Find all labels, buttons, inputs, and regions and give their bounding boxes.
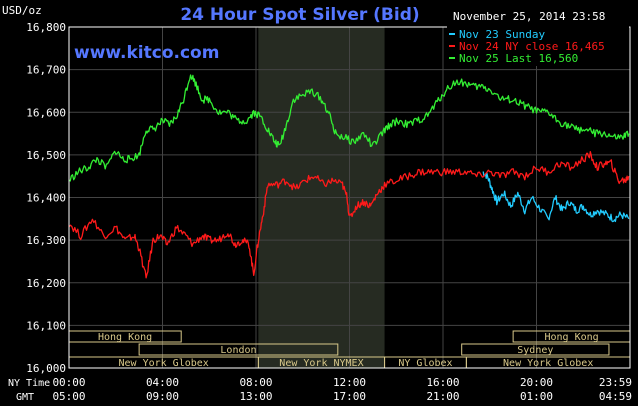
session-label: Sydney xyxy=(517,345,553,356)
y-tick-label: 16,400 xyxy=(26,192,66,205)
x-axis-row-label-ny: NY Time xyxy=(8,378,50,389)
y-tick-label: 16,100 xyxy=(26,319,66,332)
session-box xyxy=(138,343,339,356)
y-tick-label: 16,600 xyxy=(26,106,66,119)
x-tick-label: 04:00 xyxy=(146,376,179,389)
y-tick-label: 16,500 xyxy=(26,149,66,162)
legend-nov24-ny-close: Nov 24 NY close 16,465 xyxy=(459,40,605,53)
plot-frame xyxy=(68,26,631,369)
x-tick-label: 08:00 xyxy=(239,376,272,389)
session-box xyxy=(461,343,610,356)
session-label: London xyxy=(220,345,256,356)
x-tick-label: 20:00 xyxy=(520,376,553,389)
y-tick-label: 16,700 xyxy=(26,64,66,77)
legend-nov25-last: Nov 25 Last 16,560 xyxy=(459,52,578,65)
series-line-1 xyxy=(68,151,630,279)
session-label: New York Globex xyxy=(119,358,209,369)
x-tick-label: 09:00 xyxy=(146,390,179,403)
legend-nov23-sunday: Nov 23 Sunday xyxy=(459,28,545,41)
x-tick-label: 23:59 xyxy=(599,376,632,389)
legend-background xyxy=(447,25,629,66)
series-line-2 xyxy=(68,74,630,182)
session-label: New York Globex xyxy=(503,358,593,369)
y-tick-label: 16,300 xyxy=(26,234,66,247)
price-series xyxy=(68,74,630,279)
y-tick-label: 16,000 xyxy=(26,362,66,375)
session-label: Hong Kong xyxy=(98,332,152,343)
unit-label: USD/oz xyxy=(2,4,42,17)
x-tick-label: 16:00 xyxy=(426,376,459,389)
x-axis-ticks: 00:00 04:00 08:00 12:00 16:00 20:00 23:59 05:00… xyxy=(52,376,632,403)
session-label: NY Globex xyxy=(398,358,452,369)
x-axis-row-label-gmt: GMT xyxy=(16,392,34,403)
legend: Nov 23 Sunday Nov 24 NY close 16,465 Nov… xyxy=(447,25,629,66)
y-axis-ticks: 16,000 16,100 16,200 16,300 16,400 16,500 16,6… xyxy=(26,21,66,375)
kitco-watermark: www.kitco.com xyxy=(74,43,219,63)
timestamp: November 25, 2014 23:58 xyxy=(453,10,605,23)
x-tick-label: 05:00 xyxy=(52,390,85,403)
session-label: New York NYMEX xyxy=(279,358,363,369)
session-label: Hong Kong xyxy=(544,332,598,343)
y-tick-label: 16,200 xyxy=(26,277,66,290)
x-tick-label: 21:00 xyxy=(426,390,459,403)
x-tick-label: 17:00 xyxy=(333,390,366,403)
x-tick-label: 12:00 xyxy=(333,376,366,389)
series-line-0 xyxy=(482,171,630,223)
y-tick-label: 16,800 xyxy=(26,21,66,34)
x-tick-label: 13:00 xyxy=(239,390,272,403)
chart-title: 24 Hour Spot Silver (Bid) xyxy=(180,5,419,25)
x-tick-label: 01:00 xyxy=(520,390,553,403)
x-tick-label: 04:59 xyxy=(599,390,632,403)
x-tick-label: 00:00 xyxy=(52,376,85,389)
